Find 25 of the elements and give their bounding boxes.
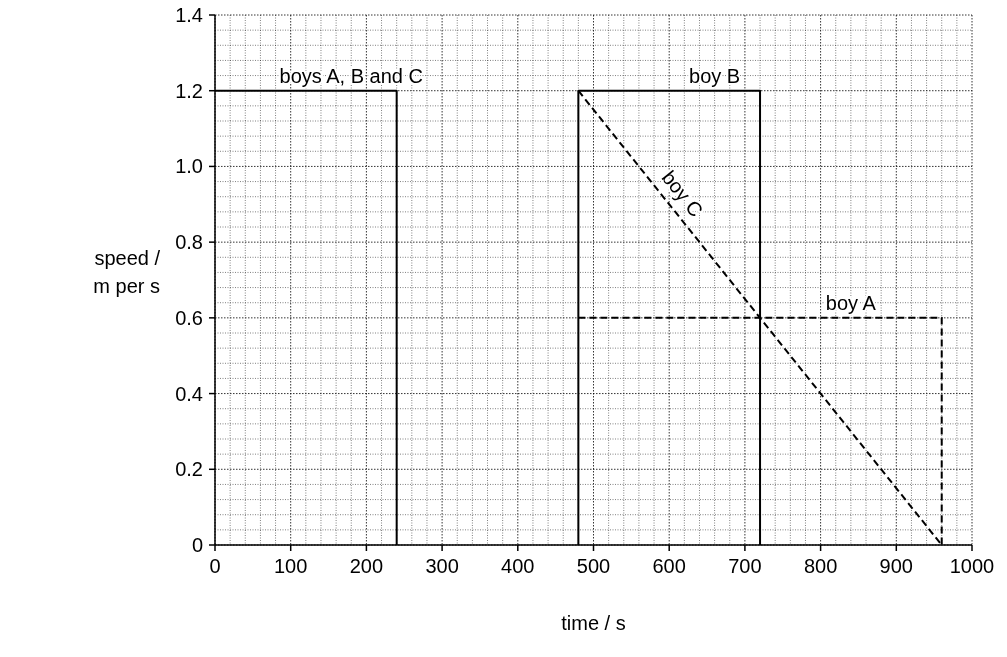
series-label: boy A: [825, 291, 877, 314]
x-tick-label: 600: [652, 555, 686, 577]
x-tick-label: 300: [425, 555, 459, 577]
x-tick-label: 400: [501, 555, 535, 577]
x-axis-title: time / s: [561, 612, 626, 634]
y-tick-label: 0.8: [175, 231, 203, 254]
y-axis-title: speed / m per s: [93, 247, 161, 297]
x-tick-label: 1000: [949, 555, 995, 577]
text: boy C: [657, 166, 708, 221]
y-tick-label: 1.0: [175, 155, 203, 178]
x-tick-label: 900: [879, 555, 913, 577]
series-label: boy B: [689, 64, 741, 87]
x-tick-label: 0: [209, 555, 221, 577]
x-tick-label: 100: [274, 555, 308, 577]
y-tick-label: 0.4: [175, 382, 203, 405]
x-tick-label: 500: [576, 555, 611, 577]
y-tick-label: 0.6: [175, 306, 203, 329]
series-label: boys A, B and C: [279, 64, 423, 87]
y-tick-label: 0.2: [175, 458, 203, 481]
y-tick-label: 1.2: [175, 79, 203, 102]
y-tick-label: 1.4: [175, 4, 203, 26]
x-tick-label: 700: [728, 555, 762, 577]
x-tick-label: 800: [803, 555, 838, 577]
x-tick-label: 200: [349, 555, 384, 577]
y-tick-label: 0: [191, 534, 203, 556]
